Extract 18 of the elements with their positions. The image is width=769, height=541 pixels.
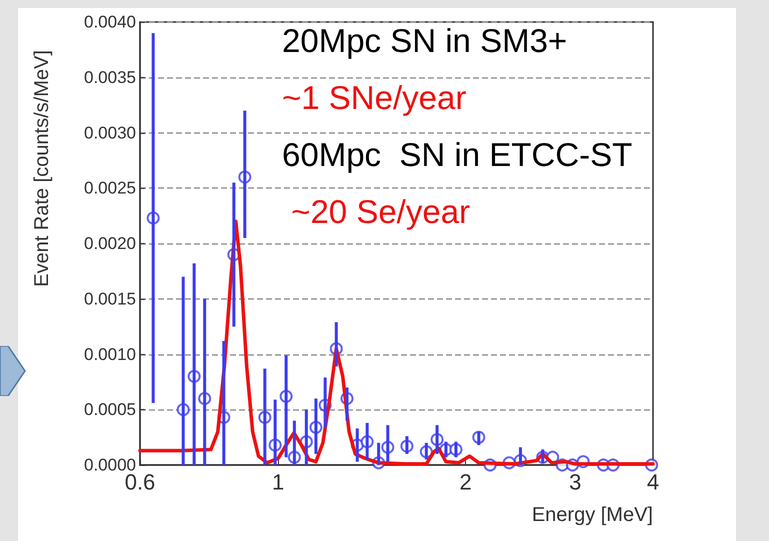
annotation: 20Mpc SN in SM3+ <box>282 22 568 59</box>
x-tick-label: 1 <box>272 470 284 494</box>
y-tick-label: 0.0010 <box>84 344 136 364</box>
x-tick-label: 3 <box>569 470 582 494</box>
x-tick-label: 4 <box>646 470 660 494</box>
y-tick-label: 0.0005 <box>84 400 136 420</box>
annotation: ~1 SNe/year <box>282 79 466 116</box>
annotation: 60Mpc SN in ETCC-ST <box>282 136 632 173</box>
y-tick-label: 0.0015 <box>84 289 136 308</box>
y-tick-label: 0.0025 <box>84 178 136 198</box>
y-tick-label: 0.0030 <box>84 123 136 142</box>
y-axis-title: Event Rate [counts/s/MeV] <box>31 50 53 287</box>
annotation: ~20 Se/year <box>282 193 470 230</box>
y-tick-label: 0.0020 <box>84 234 136 253</box>
y-tick-label: 0.0035 <box>84 68 136 87</box>
x-axis-title: Energy [MeV] <box>532 504 653 526</box>
y-tick-label: 0.0040 <box>84 12 136 32</box>
x-tick-label: 2 <box>459 470 472 494</box>
